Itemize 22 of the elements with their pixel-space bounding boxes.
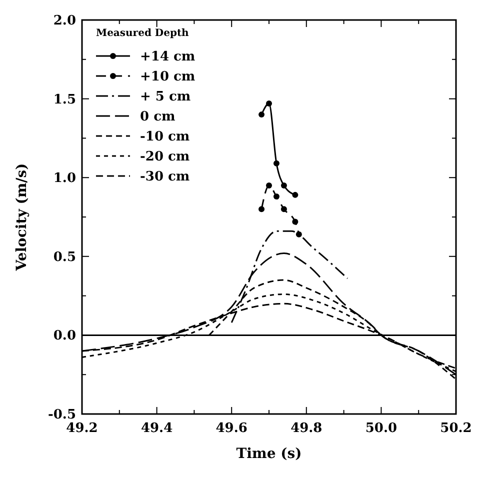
y-tick-label: -0.5 bbox=[48, 408, 76, 422]
text: 2.0 bbox=[53, 14, 76, 28]
x-tick-label: 49.2 bbox=[66, 421, 98, 436]
x-tick-label: 50.2 bbox=[440, 421, 472, 436]
legend-label: +10 cm bbox=[140, 70, 196, 84]
legend-label: 0 cm bbox=[140, 110, 176, 124]
legend-label: + 5 cm bbox=[140, 90, 191, 104]
y-tick-label: 1.5 bbox=[53, 92, 76, 108]
text: 1.0 bbox=[53, 171, 76, 186]
x-tick-label: 49.6 bbox=[216, 421, 248, 436]
legend-label: +14 cm bbox=[140, 50, 196, 64]
x-tick-label: 49.8 bbox=[290, 421, 322, 436]
text: 0.0 bbox=[53, 328, 76, 344]
text: 50.0 bbox=[365, 421, 398, 436]
x-axis-title: Time (s) bbox=[236, 446, 302, 462]
y-axis-title: Velocity (m/s) bbox=[14, 163, 30, 272]
y-tick-label: 0.5 bbox=[53, 250, 76, 265]
legend-title: Measured Depth bbox=[96, 28, 190, 39]
legend-label: -30 cm bbox=[140, 170, 190, 184]
legend-label: -10 cm bbox=[140, 130, 190, 144]
legend-label: -20 cm bbox=[140, 150, 190, 164]
x-tick-label: 49.4 bbox=[140, 421, 173, 436]
